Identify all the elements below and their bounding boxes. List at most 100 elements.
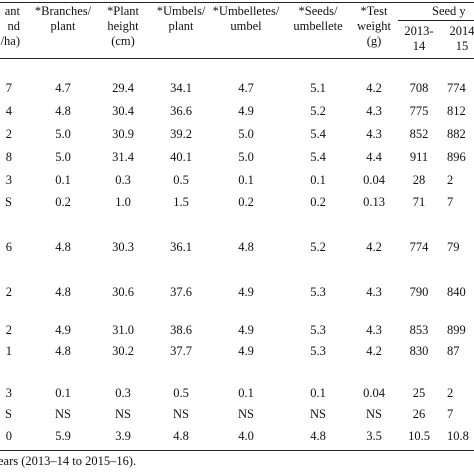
cell-yield-2013-14: 853 [409, 323, 429, 337]
cell-seeds: 5.2 [310, 104, 326, 118]
cell-branches: 4.7 [55, 81, 71, 95]
cell-treatment: 1 [5, 344, 12, 358]
cell-test-weight: 0.04 [363, 386, 385, 400]
cell-seeds: 5.1 [310, 81, 326, 95]
cell-yield-2014-15: 896 [447, 150, 466, 164]
cell-yield-2013-14: 775 [409, 104, 429, 118]
cell-plant-height: NS [115, 407, 131, 421]
cell-treatment: 7 [5, 81, 12, 95]
cell-yield-2014-15: 840 [447, 285, 466, 299]
cell-yield-2014-15: 899 [447, 323, 466, 337]
cell-umbelletes: 4.9 [238, 344, 254, 358]
cell-seeds: 0.1 [310, 173, 326, 187]
cell-umbels: 4.8 [173, 429, 189, 443]
cell-treatment: 2 [5, 127, 12, 141]
cell-yield-2014-15: 79 [447, 240, 460, 254]
cell-plant-height: 30.4 [112, 104, 134, 118]
header-umbelletes: *Umbelletes/ umbel [212, 4, 280, 33]
cell-branches: 5.0 [55, 150, 71, 164]
cell-umbels: 39.2 [170, 127, 192, 141]
cell-branches: 4.9 [55, 323, 71, 337]
cell-branches: 0.2 [55, 195, 71, 209]
cell-umbelletes: 4.8 [238, 240, 254, 254]
top-rule [0, 2, 474, 3]
cell-treatment: 0 [5, 429, 12, 443]
header-branches: *Branches/ plant [34, 4, 92, 33]
cell-umbelletes: 4.9 [238, 104, 254, 118]
cell-seeds: 5.4 [310, 127, 326, 141]
cell-branches: 5.9 [55, 429, 71, 443]
cell-test-weight: 4.3 [366, 285, 382, 299]
cell-umbelletes: 0.1 [238, 173, 254, 187]
cell-treatment: S [5, 407, 12, 421]
cell-plant-height: 31.4 [112, 150, 134, 164]
header-umbels: *Umbels/ plant [156, 4, 206, 33]
cell-branches: 0.1 [55, 386, 71, 400]
cell-seeds: 4.8 [310, 429, 326, 443]
cell-branches: 4.8 [55, 344, 71, 358]
cell-yield-2014-15: 812 [447, 104, 466, 118]
cell-plant-height: 30.6 [112, 285, 134, 299]
cell-yield-2014-15: 7 [447, 407, 454, 421]
cell-seeds: 5.2 [310, 240, 326, 254]
cell-yield-2013-14: 28 [412, 173, 426, 187]
cell-plant-height: 29.4 [112, 81, 134, 95]
cell-umbels: 40.1 [170, 150, 192, 164]
cell-yield-2013-14: 774 [409, 240, 429, 254]
header-seeds: *Seeds/ umbellete [293, 4, 343, 33]
cell-seeds: 0.1 [310, 386, 326, 400]
cell-seeds: 5.3 [310, 344, 326, 358]
header-rule [0, 58, 474, 59]
header-test-weight: *Test weight (g) [356, 4, 392, 48]
cell-umbelletes: 4.7 [238, 81, 254, 95]
cell-seeds: 5.3 [310, 323, 326, 337]
cell-branches: 5.0 [55, 127, 71, 141]
cell-treatment: 8 [5, 150, 12, 164]
cell-seeds: 5.4 [310, 150, 326, 164]
cell-yield-2013-14: 25 [412, 386, 426, 400]
cell-yield-2013-14: 26 [412, 407, 426, 421]
cell-branches: NS [55, 407, 71, 421]
cell-umbels: 36.1 [170, 240, 192, 254]
cell-plant-height: 30.3 [112, 240, 134, 254]
cell-treatment: 3 [5, 386, 12, 400]
cell-umbels: NS [173, 407, 189, 421]
cell-treatment: S [5, 195, 12, 209]
cell-yield-2013-14: 10.5 [408, 429, 430, 443]
cell-plant-height: 31.0 [112, 323, 134, 337]
cell-yield-2014-15: 2 [447, 173, 454, 187]
cell-umbelletes: 0.2 [238, 195, 254, 209]
cell-test-weight: 4.3 [366, 104, 382, 118]
cell-yield-2014-15: 87 [447, 344, 460, 358]
cell-umbels: 0.5 [173, 173, 189, 187]
cell-yield-2014-15: 774 [447, 81, 466, 95]
cell-test-weight: 4.2 [366, 81, 382, 95]
header-plant-height: *Plant height (cm) [107, 4, 139, 48]
header-year-2: 2014 15 [449, 24, 474, 53]
cell-umbelletes: 4.9 [238, 323, 254, 337]
cell-yield-2013-14: 911 [409, 150, 429, 164]
cell-test-weight: 4.2 [366, 344, 382, 358]
cell-umbels: 36.6 [170, 104, 192, 118]
bottom-rule [0, 450, 474, 451]
cell-plant-height: 1.0 [115, 195, 131, 209]
cell-plant-height: 3.9 [115, 429, 131, 443]
cell-umbelletes: 4.9 [238, 285, 254, 299]
cell-plant-height: 0.3 [115, 386, 131, 400]
cell-treatment: 2 [5, 323, 12, 337]
cell-seeds: 0.2 [310, 195, 326, 209]
cell-yield-2014-15: 7 [447, 195, 454, 209]
cell-treatment: 6 [5, 240, 12, 254]
cell-branches: 4.8 [55, 285, 71, 299]
cell-yield-2013-14: 708 [409, 81, 429, 95]
cell-plant-height: 0.3 [115, 173, 131, 187]
cell-yield-2013-14: 71 [412, 195, 426, 209]
cell-seeds: 5.3 [310, 285, 326, 299]
header-year-1: 2013- 14 [404, 24, 434, 53]
cell-test-weight: 0.04 [363, 173, 385, 187]
cell-plant-height: 30.2 [112, 344, 134, 358]
cell-seeds: NS [310, 407, 326, 421]
cell-branches: 4.8 [55, 104, 71, 118]
cell-plant-height: 30.9 [112, 127, 134, 141]
cell-branches: 4.8 [55, 240, 71, 254]
